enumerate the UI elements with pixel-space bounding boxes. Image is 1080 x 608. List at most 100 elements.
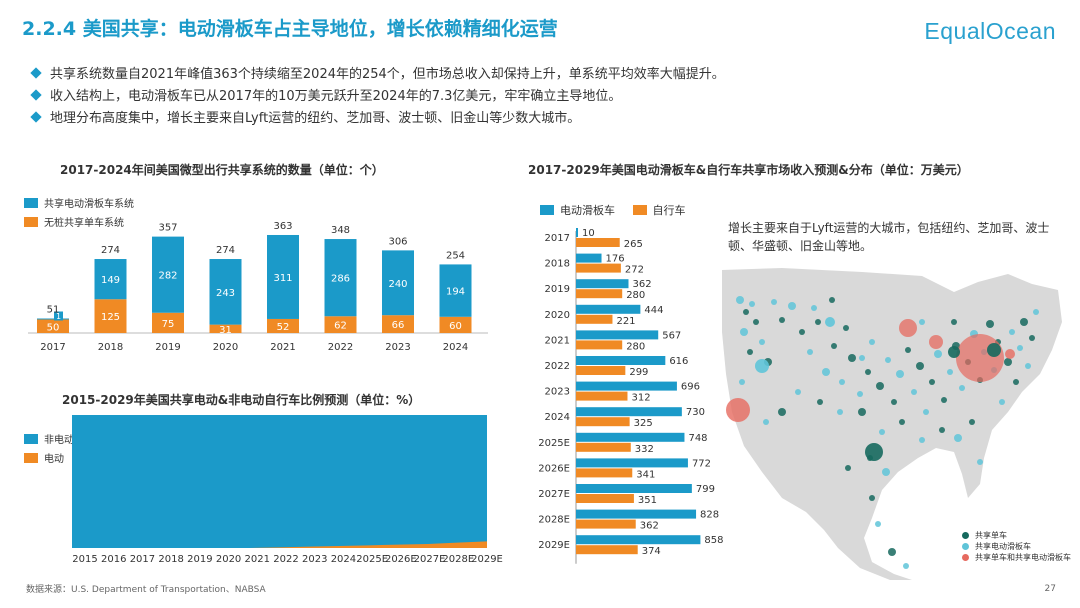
map-dot <box>743 309 749 315</box>
data-label-dockless: 52 <box>277 322 290 333</box>
map-legend: 共享单车 共享电动滑板车 共享单车和共享电动滑板车 <box>962 530 1071 563</box>
data-label-scooter-revenue: 616 <box>669 356 688 367</box>
y-tick-label: 2019 <box>545 284 570 295</box>
map-dot <box>1025 363 1031 369</box>
map-dot <box>888 548 896 556</box>
bar-bike-revenue <box>576 340 623 350</box>
map-dot <box>986 320 994 328</box>
map-dot <box>954 434 962 442</box>
map-dot <box>999 399 1005 405</box>
data-label-scooter: 286 <box>331 274 350 285</box>
map-dot <box>831 343 837 349</box>
data-label-bike-revenue: 362 <box>640 521 659 532</box>
bar-dockless-bike-systems <box>37 319 69 333</box>
map-dot <box>857 391 863 397</box>
bar-dockless-bike-systems <box>152 312 184 333</box>
map-dot <box>1004 358 1012 366</box>
map-dot <box>739 379 745 385</box>
data-label-scooter-revenue: 444 <box>644 305 663 316</box>
y-tick-label: 2022 <box>545 361 570 372</box>
map-dot <box>896 370 904 378</box>
ratio-chart-title: 2015-2029年美国共享电动&非电动自行车比例预测（单位：%） <box>62 393 421 407</box>
map-dot <box>969 419 975 425</box>
map-legend-bike: 共享单车 <box>962 530 1071 541</box>
bar-scooter-revenue <box>576 228 578 237</box>
map-dot <box>817 399 823 405</box>
map-legend-label: 共享单车 <box>975 531 1007 540</box>
revenue-chart-title: 2017-2029年美国电动滑板车&自行车共享市场收入预测&分布（单位：万美元） <box>528 163 969 177</box>
data-label-bike-revenue: 272 <box>625 265 644 276</box>
x-tick-label: 2018 <box>98 342 123 353</box>
map-city-bubble <box>948 346 960 358</box>
dot-icon <box>962 532 969 539</box>
data-label-dockless: 62 <box>334 321 347 332</box>
legend-item-electric: 电动 <box>24 450 74 469</box>
bar-dockless-bike-systems <box>324 316 357 333</box>
map-dot <box>891 399 897 405</box>
map-dot <box>843 325 849 331</box>
data-label-scooter-revenue: 748 <box>688 433 707 444</box>
y-tick-label: 2018 <box>545 259 570 270</box>
map-dot <box>736 296 744 304</box>
data-label-scooter: 311 <box>273 273 292 284</box>
map-dot <box>977 459 983 465</box>
map-legend-both: 共享单车和共享电动滑板车 <box>962 552 1071 563</box>
systems-chart-title: 2017-2024年间美国微型出行共享系统的数量（单位：个） <box>60 163 384 177</box>
x-tick-label: 2029E <box>471 554 503 565</box>
bar-bike-revenue <box>576 519 636 529</box>
data-label-scooter: 1 <box>56 312 61 321</box>
map-dot <box>1017 345 1023 351</box>
map-dot <box>947 369 953 375</box>
data-label-bike-revenue: 341 <box>636 469 655 480</box>
bar-scooter-systems <box>152 236 184 313</box>
map-dot <box>795 389 801 395</box>
map-dot <box>778 408 786 416</box>
map-dot <box>876 382 884 390</box>
y-tick-label: 2026E <box>538 463 570 474</box>
legend-item-scooter: 电动滑板车 <box>540 201 615 220</box>
bar-bike-revenue <box>576 494 634 503</box>
map-legend-label: 共享单车和共享电动滑板车 <box>975 553 1071 562</box>
data-label-bike-revenue: 332 <box>635 444 654 455</box>
map-dot <box>885 357 891 363</box>
data-label-dockless: 125 <box>101 312 120 323</box>
map-dot <box>939 427 945 433</box>
data-label-total: 274 <box>101 245 120 256</box>
data-label-bike-revenue: 312 <box>631 393 650 404</box>
bar-scooter-revenue <box>576 535 701 545</box>
map-dot <box>848 354 856 362</box>
bar-scooter-systems <box>439 264 472 317</box>
map-dot <box>941 397 947 403</box>
bar-scooter-systems-small-marker <box>54 311 63 321</box>
data-label-scooter-revenue: 362 <box>632 279 651 290</box>
map-dot <box>1020 318 1028 326</box>
x-tick-label: 2017 <box>40 342 65 353</box>
map-city-bubble <box>825 317 835 327</box>
map-dot <box>811 305 817 311</box>
map-dot <box>1009 329 1015 335</box>
data-label-bike-revenue: 299 <box>629 367 648 378</box>
legend-swatch-blue <box>540 205 554 215</box>
y-tick-label: 2021 <box>545 335 570 346</box>
data-label-dockless: 31 <box>219 325 232 336</box>
legend-swatch-orange <box>24 217 38 227</box>
map-dot <box>882 468 890 476</box>
map-dot <box>934 350 942 358</box>
data-label-scooter-revenue: 10 <box>582 228 595 239</box>
map-dot <box>771 299 777 305</box>
data-label-total: 274 <box>216 245 235 256</box>
data-label-bike-revenue: 280 <box>626 341 645 352</box>
data-label-dockless: 50 <box>47 322 60 333</box>
map-city-bubble <box>899 319 917 337</box>
bullet-text: 收入结构上，电动滑板车已从2017年的10万美元跃升至2024年的7.3亿美元，… <box>50 89 622 104</box>
bar-scooter-revenue <box>576 432 685 442</box>
bar-scooter-revenue <box>576 330 659 340</box>
data-label-bike-revenue: 351 <box>638 495 657 506</box>
legend-swatch-orange <box>632 205 647 215</box>
map-dot <box>740 328 748 336</box>
x-tick-label: 2028E <box>442 554 474 565</box>
data-label-scooter: 240 <box>388 279 407 290</box>
legend-label: 无桩共享单车系统 <box>44 218 124 229</box>
